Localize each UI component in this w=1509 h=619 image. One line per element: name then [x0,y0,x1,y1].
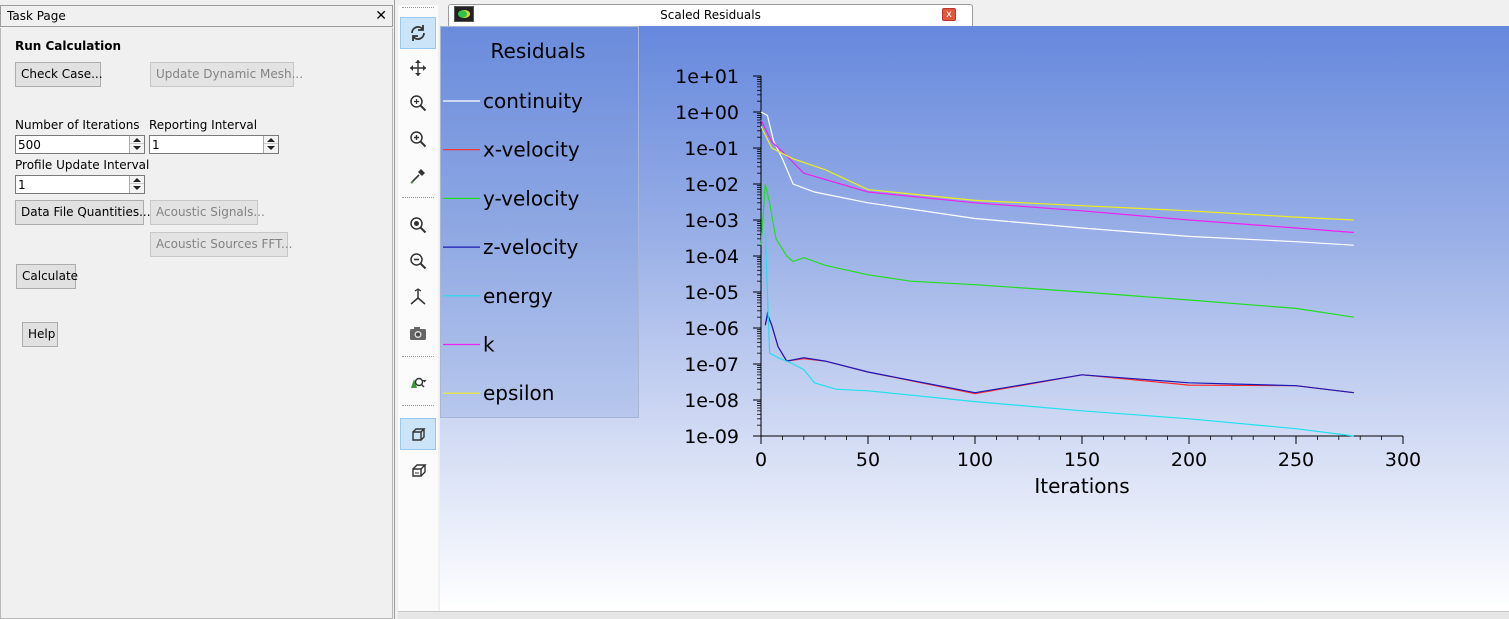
zoom-out-icon[interactable] [400,245,436,277]
profile-update-label: Profile Update Interval [15,158,150,172]
profile-update-stepper[interactable] [129,176,144,193]
graphics-window-icon [454,6,474,22]
rotate-icon[interactable] [400,17,436,49]
axes-icon[interactable] [400,281,436,313]
legend: Residuals continuity x-velocity y-velocity z… [440,26,639,418]
y-tick-label: 1e-09 [684,426,739,448]
graphics-tab-strip: Scaled Residuals x [440,0,1509,26]
task-page-panel: Task Page ✕ Run Calculation Check Case..… [0,0,395,619]
tab-scaled-residuals[interactable]: Scaled Residuals x [448,4,973,26]
close-icon[interactable]: ✕ [375,8,387,24]
toolbar-separator [402,7,434,8]
check-case-button[interactable]: Check Case... [15,62,103,87]
section-title: Run Calculation [15,39,122,53]
profile-update-field[interactable] [15,175,145,194]
legend-label-k: k [483,333,495,357]
tab-title: Scaled Residuals [660,8,761,22]
num-iterations-field[interactable] [15,135,145,154]
num-iterations-stepper[interactable] [129,136,144,153]
update-dynamic-mesh-button[interactable]: Update Dynamic Mesh... [150,62,303,87]
spin-down-icon[interactable] [130,184,144,192]
zoom-in-icon[interactable] [400,209,436,241]
cube-view-icon[interactable] [400,418,436,450]
task-page-title: Task Page [7,9,66,23]
series-line-y-velocity [760,183,1354,318]
legend-label-y-velocity: y-velocity [483,186,579,210]
series-line-x-velocity [764,313,1354,395]
graphics-toolbar [398,5,438,611]
legend-label-epsilon: epsilon [483,381,554,405]
acoustic-sources-fft-button[interactable]: Acoustic Sources FFT... [150,232,292,257]
legend-label-continuity: continuity [483,89,583,113]
x-tick-label: 0 [755,449,767,471]
pan-icon[interactable] [400,52,436,84]
y-tick-label: 1e-03 [684,210,739,232]
x-tick-label: 100 [957,449,993,471]
task-page-header: Task Page ✕ [0,5,393,27]
legend-title: Residuals [491,39,586,63]
status-strip [398,611,1509,619]
y-tick-label: 1e-04 [684,246,739,268]
spin-down-icon[interactable] [130,144,144,152]
x-tick-label: 250 [1278,449,1314,471]
series-line-z-velocity [764,311,1354,394]
x-tick-label: 50 [856,449,880,471]
num-iterations-label: Number of Iterations [15,118,140,132]
series-line-energy [764,230,1354,437]
zoom-fit-icon[interactable] [400,87,436,119]
close-icon[interactable]: x [942,8,956,21]
y-tick-label: 1e-02 [684,174,739,196]
task-page-body [0,28,393,619]
toolbar-separator [402,197,434,198]
series-line-k [760,119,1354,234]
legend-label-x-velocity: x-velocity [483,138,580,162]
x-tick-label: 200 [1171,449,1207,471]
cube-outline-icon[interactable] [400,454,436,486]
y-tick-label: 1e-01 [684,138,739,160]
toolbar-separator [402,356,434,357]
data-file-quantities-button[interactable]: Data File Quantities... [15,200,151,225]
legend-label-energy: energy [483,284,553,308]
spin-down-icon[interactable] [264,144,278,152]
x-tick-label: 150 [1064,449,1100,471]
acoustic-signals-button[interactable]: Acoustic Signals... [150,200,265,225]
calculate-button[interactable]: Calculate [16,264,78,289]
probe-icon[interactable] [400,160,436,192]
x-axis-label: Iterations [1034,474,1129,498]
x-tick-label: 300 [1385,449,1421,471]
plot-area: 1e+01 1e+00 1e-01 1e-02 1e-03 1e-04 1e-05 1e-06… [675,66,1421,498]
series-line-epsilon [760,126,1354,221]
y-tick-label: 1e+01 [675,66,739,88]
legend-box [440,26,639,418]
reporting-interval-input[interactable] [150,136,262,153]
help-button[interactable]: Help [22,322,58,347]
camera-icon[interactable] [400,317,436,349]
y-tick-label: 1e+00 [675,102,739,124]
y-tick-label: 1e-06 [684,318,739,340]
profile-update-input[interactable] [16,176,128,193]
reporting-interval-stepper[interactable] [263,136,278,153]
spin-up-icon[interactable] [130,136,144,144]
residuals-chart: Residuals continuity x-velocity y-velocity z… [440,26,1421,498]
spin-up-icon[interactable] [130,176,144,184]
spin-up-icon[interactable] [264,136,278,144]
y-tick-label: 1e-08 [684,390,739,412]
series-line-continuity [760,111,1354,246]
graphics-canvas[interactable]: Residuals continuity x-velocity y-velocity z… [440,26,1509,611]
toolbar-separator [402,405,434,406]
zoom-in-region-icon[interactable] [400,123,436,155]
view-dropdown-icon[interactable] [400,367,436,399]
y-tick-label: 1e-05 [684,282,739,304]
reporting-interval-label: Reporting Interval [149,118,258,132]
reporting-interval-field[interactable] [149,135,279,154]
num-iterations-input[interactable] [16,136,128,153]
legend-label-z-velocity: z-velocity [483,235,579,259]
y-tick-label: 1e-07 [684,354,739,376]
